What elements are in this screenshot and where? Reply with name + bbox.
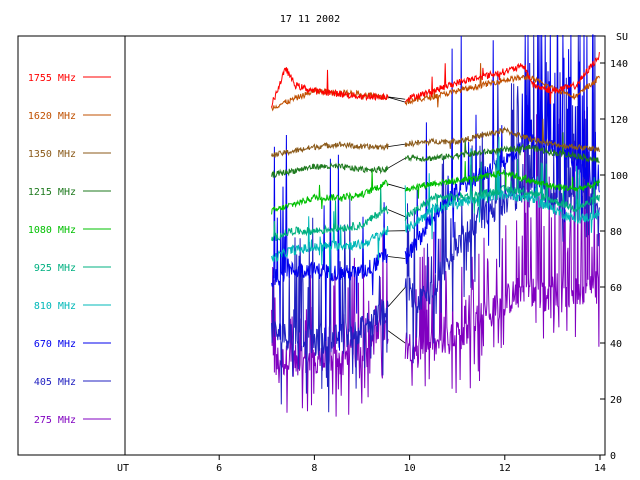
gap-connector	[388, 256, 406, 259]
legend-label: 925 MHz	[34, 263, 76, 274]
legend: 1755 MHz 1620 MHz 1350 MHz 1215 MHz 1080 MHz…	[28, 73, 111, 426]
gap-connector	[387, 287, 406, 307]
series-line-1215-mhz	[271, 132, 600, 178]
series-line-1080-mhz	[271, 161, 600, 215]
y-tick-label: 60	[610, 283, 622, 294]
legend-label: 1620 MHz	[28, 111, 76, 122]
legend-label: 810 MHz	[34, 301, 76, 312]
x-axis-label: UT	[117, 463, 129, 474]
y-axis-unit-label: SU	[616, 32, 628, 43]
y-tick-label: 140	[610, 59, 628, 70]
series-line-1755-mhz	[271, 52, 600, 108]
gap-connector	[388, 143, 406, 148]
gap-connector	[388, 96, 406, 100]
gap-connector	[387, 330, 406, 344]
y-tick-label: 80	[610, 227, 622, 238]
x-tick-label: 10	[404, 463, 416, 474]
gap-connector	[387, 209, 406, 218]
gap-connector	[387, 157, 406, 169]
x-tick-label: 14	[594, 463, 606, 474]
legend-label: 670 MHz	[34, 339, 76, 350]
legend-label: 1350 MHz	[28, 149, 76, 160]
series-layer	[271, 34, 600, 417]
chart-title: 17 11 2002	[280, 14, 340, 25]
legend-label: 1080 MHz	[28, 225, 76, 236]
x-axis-ticks: 6 8 10 12 14	[216, 455, 606, 474]
legend-label: 1215 MHz	[28, 187, 76, 198]
x-tick-label: 12	[499, 463, 511, 474]
legend-label: 275 MHz	[34, 415, 76, 426]
series-line-925-mhz	[271, 158, 600, 242]
y-tick-label: 20	[610, 395, 622, 406]
legend-label: 405 MHz	[34, 377, 76, 388]
gap-connector	[387, 96, 406, 103]
y-tick-label: 100	[610, 171, 628, 182]
legend-label: 1755 MHz	[28, 73, 76, 84]
plot-frame	[17, 35, 606, 456]
y-tick-label: 40	[610, 339, 622, 350]
x-tick-label: 6	[216, 463, 222, 474]
gap-connector	[387, 183, 406, 190]
gap-connector-lines	[387, 96, 406, 344]
y-tick-label: 0	[610, 451, 616, 462]
y-tick-label: 120	[610, 115, 628, 126]
y-axis-ticks: 0 20 40 60 80 100 120 140	[600, 59, 628, 462]
series-line-1350-mhz	[271, 118, 600, 158]
x-tick-label: 8	[311, 463, 317, 474]
